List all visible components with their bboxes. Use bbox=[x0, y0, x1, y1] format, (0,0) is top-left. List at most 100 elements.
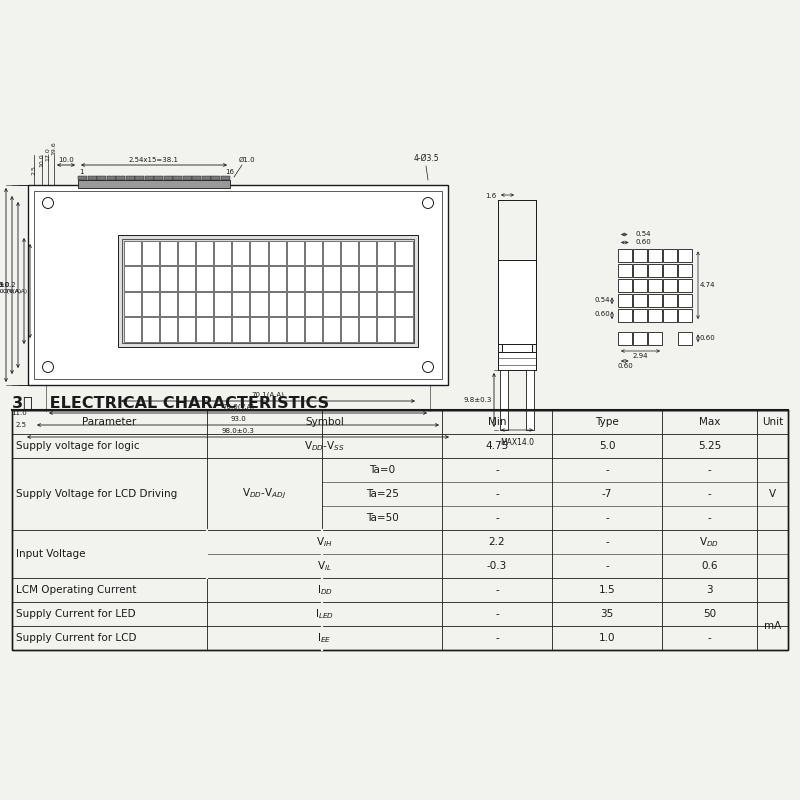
Text: 0.60: 0.60 bbox=[618, 363, 634, 369]
Bar bbox=[286, 291, 304, 316]
Bar bbox=[323, 266, 340, 290]
Bar bbox=[192, 176, 202, 180]
Text: 5.0: 5.0 bbox=[598, 441, 615, 451]
Bar bbox=[28, 185, 448, 385]
Bar bbox=[633, 331, 646, 345]
Text: 0.6: 0.6 bbox=[702, 561, 718, 571]
Bar bbox=[618, 331, 631, 345]
Bar bbox=[135, 176, 144, 180]
Text: 3、   ELECTRICAL CHARACTERISTICS: 3、 ELECTRICAL CHARACTERISTICS bbox=[12, 395, 329, 410]
Bar bbox=[341, 241, 358, 265]
Text: 2.54x15=38.1: 2.54x15=38.1 bbox=[129, 157, 179, 163]
Bar bbox=[633, 278, 646, 292]
Text: 93.0: 93.0 bbox=[230, 416, 246, 422]
Bar bbox=[663, 294, 677, 307]
Text: Input Voltage: Input Voltage bbox=[16, 549, 86, 559]
Text: -: - bbox=[495, 633, 499, 643]
Bar bbox=[211, 176, 220, 180]
Bar bbox=[142, 266, 158, 290]
Text: 98.0±0.3: 98.0±0.3 bbox=[222, 428, 254, 434]
Text: 60.0±0.3: 60.0±0.3 bbox=[0, 282, 4, 288]
Text: 2.2: 2.2 bbox=[489, 537, 506, 547]
Bar bbox=[323, 317, 340, 342]
Bar bbox=[359, 241, 376, 265]
Text: -7: -7 bbox=[602, 489, 612, 499]
Text: Ta=0: Ta=0 bbox=[369, 465, 395, 475]
Bar bbox=[214, 317, 231, 342]
Bar bbox=[500, 370, 508, 430]
Bar bbox=[178, 266, 195, 290]
Text: 0.60: 0.60 bbox=[635, 239, 650, 246]
Bar bbox=[214, 241, 231, 265]
Text: -: - bbox=[605, 537, 609, 547]
Text: 16: 16 bbox=[225, 169, 234, 175]
Text: -: - bbox=[495, 465, 499, 475]
Text: 4.74: 4.74 bbox=[700, 282, 715, 288]
Circle shape bbox=[42, 198, 54, 209]
Bar bbox=[116, 176, 125, 180]
Text: Supply voltage for logic: Supply voltage for logic bbox=[16, 441, 140, 451]
Text: Parameter: Parameter bbox=[82, 417, 137, 427]
Bar bbox=[678, 249, 691, 262]
Bar bbox=[305, 266, 322, 290]
Text: 1.5: 1.5 bbox=[598, 585, 615, 595]
Text: Supply Voltage for LCD Driving: Supply Voltage for LCD Driving bbox=[16, 489, 178, 499]
Bar bbox=[341, 266, 358, 290]
Bar bbox=[678, 309, 691, 322]
Bar bbox=[182, 176, 192, 180]
Bar bbox=[378, 266, 394, 290]
Bar bbox=[678, 278, 691, 292]
Text: 0.60: 0.60 bbox=[700, 334, 716, 341]
Bar bbox=[232, 291, 250, 316]
Bar bbox=[78, 180, 230, 188]
Text: 4-Ø3.5: 4-Ø3.5 bbox=[413, 154, 439, 163]
Circle shape bbox=[422, 362, 434, 373]
Bar bbox=[618, 294, 631, 307]
Text: 10.0: 10.0 bbox=[58, 157, 74, 163]
Bar bbox=[341, 291, 358, 316]
Bar bbox=[633, 309, 646, 322]
Bar bbox=[178, 291, 195, 316]
Text: 2.5: 2.5 bbox=[31, 165, 37, 175]
Text: V$_{IH}$: V$_{IH}$ bbox=[316, 535, 333, 549]
Bar bbox=[196, 317, 213, 342]
Bar bbox=[160, 317, 177, 342]
Text: Supply Current for LCD: Supply Current for LCD bbox=[16, 633, 137, 643]
Bar bbox=[221, 176, 230, 180]
Bar bbox=[305, 291, 322, 316]
Bar bbox=[395, 317, 413, 342]
Text: 5.25: 5.25 bbox=[698, 441, 721, 451]
Text: V$_{DD}$-V$_{SS}$: V$_{DD}$-V$_{SS}$ bbox=[304, 439, 345, 453]
Bar bbox=[250, 241, 267, 265]
Bar bbox=[250, 291, 267, 316]
Text: -: - bbox=[495, 609, 499, 619]
Bar bbox=[142, 291, 158, 316]
Text: 0.54: 0.54 bbox=[594, 297, 610, 302]
Bar bbox=[341, 317, 358, 342]
Bar bbox=[269, 266, 286, 290]
Text: 1: 1 bbox=[79, 169, 83, 175]
Bar bbox=[178, 317, 195, 342]
Text: I$_{LED}$: I$_{LED}$ bbox=[315, 607, 334, 621]
Text: Symbol: Symbol bbox=[305, 417, 344, 427]
Bar bbox=[154, 176, 163, 180]
Bar bbox=[648, 294, 662, 307]
Bar bbox=[359, 266, 376, 290]
Bar bbox=[160, 266, 177, 290]
Bar bbox=[164, 176, 173, 180]
Bar bbox=[269, 317, 286, 342]
Text: 1.0: 1.0 bbox=[598, 633, 615, 643]
Bar bbox=[160, 241, 177, 265]
Bar bbox=[305, 241, 322, 265]
Bar bbox=[174, 176, 182, 180]
Text: I$_{DD}$: I$_{DD}$ bbox=[317, 583, 333, 597]
Text: -: - bbox=[495, 585, 499, 595]
Bar bbox=[359, 317, 376, 342]
Bar bbox=[498, 352, 536, 370]
Bar bbox=[12, 410, 788, 650]
Bar bbox=[214, 291, 231, 316]
Bar bbox=[269, 241, 286, 265]
Bar bbox=[678, 294, 691, 307]
Bar bbox=[286, 266, 304, 290]
Bar bbox=[107, 176, 116, 180]
